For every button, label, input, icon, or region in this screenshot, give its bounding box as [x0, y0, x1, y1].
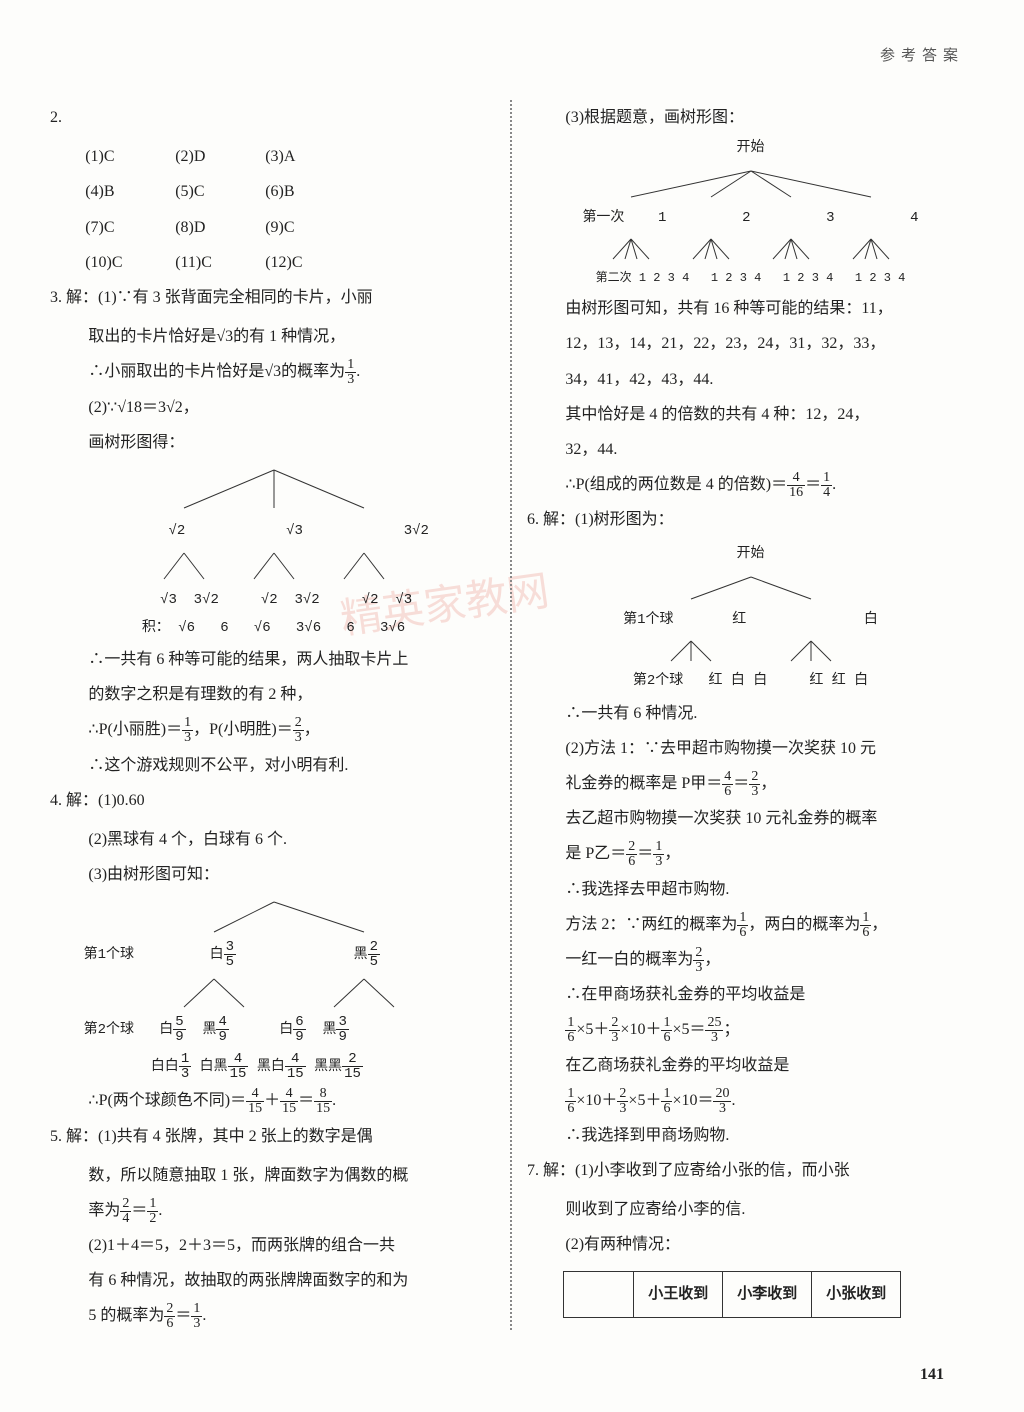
q2-row: (10)C(11)C(12)C [50, 245, 497, 280]
q7-line: 7. 解：(1)小李收到了应寄给小张的信，而小张 [527, 1153, 974, 1188]
q5-line: 其中恰好是 4 的倍数的共有 4 种：12，24， [527, 397, 974, 432]
q5-line: 有 6 种情况，故抽取的两张牌牌面数字的和为 [50, 1263, 497, 1298]
tree-diagram-q6b [621, 638, 881, 664]
tree-diagram-q4b [104, 975, 444, 1011]
q5-line: (2)1＋4＝5，2＋3＝5，而两张牌的组合一共 [50, 1228, 497, 1263]
q4-line: 4. 解：(1)0.60 [50, 783, 497, 818]
tree-row: 开始 [527, 135, 974, 162]
q4-line: (2)黑球有 4 个，白球有 6 个. [50, 822, 497, 857]
tree-row: 白白13 白黑415 黑白415 黑黑215 [50, 1052, 497, 1083]
q6-line: 16×5＋23×10＋16×5＝253； [527, 1012, 974, 1047]
tree-row: 积： √6 6 √6 3√6 6 3√6 [50, 615, 497, 642]
q5-line: ∴P(组成的两位数是 4 的倍数)＝416＝14. [527, 467, 974, 502]
tree-row: √2 √3 3√2 [50, 518, 497, 545]
q5-line: 5 的概率为26＝13. [50, 1298, 497, 1333]
q6-line: 去乙超市购物摸一次奖获 10 元礼金券的概率 [527, 801, 974, 836]
q3-line: (2)∵√18＝3√2， [50, 390, 497, 425]
q3-line: 画树形图得： [50, 425, 497, 460]
q6-line: 16×10＋23×5＋16×10＝203. [527, 1083, 974, 1118]
q3-line: 3. 解：(1)∵有 3 张背面完全相同的卡片，小丽 [50, 280, 497, 315]
q2-label: 2. [50, 100, 497, 135]
tree-row: 第一次 1 2 3 4 [527, 205, 974, 232]
q5-line: 34，41，42，43，44. [527, 362, 974, 397]
tree-diagram-q3b [124, 549, 424, 583]
tree-diagram-q3 [124, 464, 424, 514]
q2-row: (7)C(8)D(9)C [50, 210, 497, 245]
tree-diagram-q5b [571, 236, 931, 262]
q2-row: (1)C(2)D(3)A [50, 139, 497, 174]
tree-row: √3 3√2 √2 3√2 √2 √3 [50, 587, 497, 614]
q3-line: ∴P(小丽胜)＝13，P(小明胜)＝23， [50, 712, 497, 747]
q6-line: 在乙商场获礼金券的平均收益是 [527, 1048, 974, 1083]
tree-row: 第1个球 白35 黑25 [50, 940, 497, 971]
table-row: 小王收到小李收到小张收到 [564, 1271, 901, 1317]
q5-line: 由树形图可知，共有 16 种等可能的结果：11， [527, 291, 974, 326]
q6-line: 方法 2：∵两红的概率为16，两白的概率为16， [527, 907, 974, 942]
tree-diagram-q4 [104, 896, 444, 936]
q6-line: 一红一白的概率为23， [527, 942, 974, 977]
tree-row: 第2个球 白59 黑49 白69 黑39 [50, 1015, 497, 1046]
q6-line: ∴一共有 6 种情况. [527, 696, 974, 731]
page-content: 2. (1)C(2)D(3)A (4)B(5)C(6)B (7)C(8)D(9)… [50, 100, 974, 1360]
q6-line: 6. 解：(1)树形图为： [527, 502, 974, 537]
tree-row: 第二次 1 2 3 4 1 2 3 4 1 2 3 4 1 2 3 4 [527, 266, 974, 291]
q6-line: 是 P乙＝26＝13， [527, 836, 974, 871]
q5-line: 5. 解：(1)共有 4 张牌，其中 2 张上的数字是偶 [50, 1119, 497, 1154]
q6-line: ∴我选择去甲超市购物. [527, 872, 974, 907]
q3-line: 取出的卡片恰好是√3的有 1 种情况， [50, 319, 497, 354]
q3-line: ∴小丽取出的卡片恰好是√3的概率为13. [50, 354, 497, 389]
page-number: 141 [920, 1357, 944, 1392]
q6-line: (2)方法 1：∵去甲超市购物摸一次奖获 10 元 [527, 731, 974, 766]
q5-line: (3)根据题意，画树形图： [527, 100, 974, 135]
q3-line: ∴一共有 6 种等可能的结果，两人抽取卡片上 [50, 642, 497, 677]
q6-line: 礼金券的概率是 P甲＝46＝23， [527, 766, 974, 801]
q2-row: (4)B(5)C(6)B [50, 174, 497, 209]
q7-line: 则收到了应寄给小李的信. [527, 1192, 974, 1227]
q6-line: ∴我选择到甲商场购物. [527, 1118, 974, 1153]
tree-row: 第1个球 红 白 [527, 607, 974, 634]
q4-line: (3)由树形图可知： [50, 857, 497, 892]
q5-line: 12，13，14，21，22，23，24，31，32，33， [527, 326, 974, 361]
tree-row: 开始 [527, 541, 974, 568]
tree-diagram-q6 [621, 573, 881, 603]
tree-row: 第2个球 红 白 白 红 红 白 [527, 668, 974, 695]
q4-line: ∴P(两个球颜色不同)＝415＋415＝815. [50, 1083, 497, 1118]
q3-line: 的数字之积是有理数的有 2 种， [50, 677, 497, 712]
q5-line: 32，44. [527, 432, 974, 467]
q3-line: ∴这个游戏规则不公平，对小明有利. [50, 748, 497, 783]
tree-diagram-q5 [571, 167, 931, 201]
q7-line: (2)有两种情况： [527, 1227, 974, 1262]
page-header: 参考答案 [880, 40, 964, 73]
q5-line: 率为24＝12. [50, 1193, 497, 1228]
q5-line: 数，所以随意抽取 1 张，牌面数字为偶数的概 [50, 1158, 497, 1193]
q6-line: ∴在甲商场获礼金券的平均收益是 [527, 977, 974, 1012]
